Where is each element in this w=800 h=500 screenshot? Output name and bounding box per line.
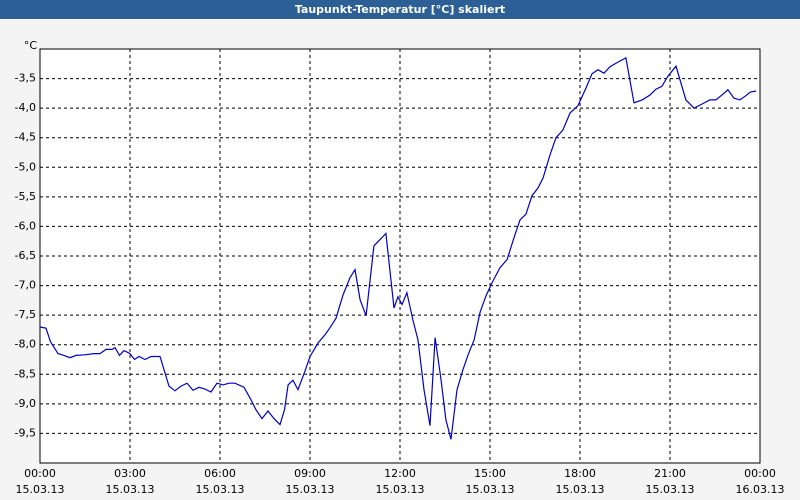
x-tick-label: 21:00 xyxy=(654,467,686,480)
x-tick-date: 15.03.13 xyxy=(376,483,425,496)
title-bar xyxy=(0,0,800,19)
y-tick-label: -9,0 xyxy=(15,397,36,410)
x-tick-label: 06:00 xyxy=(204,467,236,480)
data-line xyxy=(39,56,757,440)
x-tick-label: 12:00 xyxy=(384,467,416,480)
x-tick-label: 15:00 xyxy=(474,467,506,480)
x-tick-label: 00:00 xyxy=(744,467,776,480)
y-tick-label: -8,0 xyxy=(15,338,36,351)
x-tick-label: 00:00 xyxy=(24,467,56,480)
x-tick-date: 15.03.13 xyxy=(16,483,65,496)
chart-title: Taupunkt-Temperatur [°C] skaliert xyxy=(295,3,505,16)
y-tick-label: -9,5 xyxy=(15,426,36,439)
x-tick-date: 16.03.13 xyxy=(736,483,785,496)
y-tick-label: -6,5 xyxy=(15,249,36,262)
x-tick-label: 03:00 xyxy=(114,467,146,480)
x-tick-date: 15.03.13 xyxy=(556,483,605,496)
y-tick-label: -7,5 xyxy=(15,308,36,321)
y-tick-label: -8,5 xyxy=(15,367,36,380)
x-tick-label: 09:00 xyxy=(294,467,326,480)
x-tick-date: 15.03.13 xyxy=(196,483,245,496)
x-tick-date: 15.03.13 xyxy=(646,483,695,496)
y-tick-label: -5,0 xyxy=(15,160,36,173)
y-tick-label: -4,5 xyxy=(15,131,36,144)
y-tick-label: -4,0 xyxy=(15,101,36,114)
y-unit: °C xyxy=(24,39,38,52)
y-tick-label: -6,0 xyxy=(15,219,36,232)
x-tick-date: 15.03.13 xyxy=(286,483,335,496)
x-tick-date: 15.03.13 xyxy=(466,483,515,496)
x-tick-date: 15.03.13 xyxy=(106,483,155,496)
y-tick-label: -3,5 xyxy=(15,72,36,85)
y-tick-label: -7,0 xyxy=(15,279,36,292)
x-tick-label: 18:00 xyxy=(564,467,596,480)
y-tick-label: -5,5 xyxy=(15,190,36,203)
